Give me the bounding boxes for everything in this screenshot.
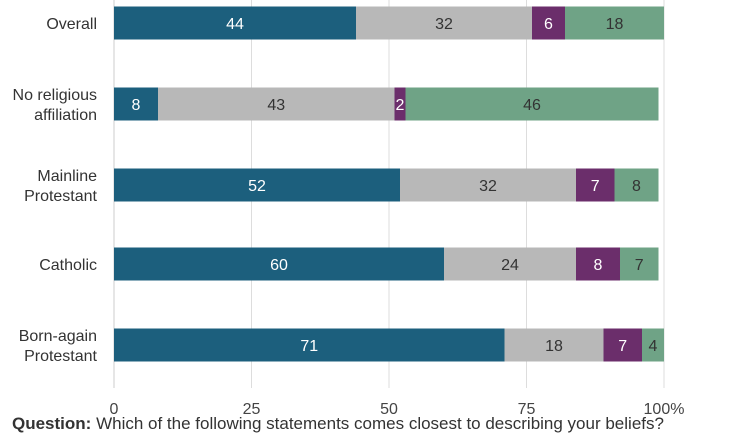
data-label: 32 bbox=[435, 16, 453, 33]
bar-segment bbox=[114, 168, 400, 202]
data-label: 52 bbox=[248, 178, 266, 195]
x-tick-label: 50 bbox=[380, 401, 398, 418]
category-label: No religious bbox=[13, 87, 97, 104]
bar-segment bbox=[576, 247, 620, 281]
data-label: 7 bbox=[635, 257, 644, 274]
category-label: Overall bbox=[46, 16, 97, 33]
x-tick-label: 100% bbox=[644, 401, 685, 418]
x-tick-label: 25 bbox=[243, 401, 261, 418]
data-label: 46 bbox=[523, 97, 541, 114]
question-text: Which of the following statements comes … bbox=[91, 414, 664, 433]
bar-segment bbox=[114, 247, 444, 281]
data-label: 32 bbox=[479, 178, 497, 195]
data-label: 60 bbox=[270, 257, 288, 274]
bar-segment bbox=[356, 6, 532, 40]
bar-segment bbox=[565, 6, 664, 40]
category-label: affiliation bbox=[34, 107, 97, 124]
data-label: 8 bbox=[594, 257, 603, 274]
bar-segment bbox=[444, 247, 576, 281]
x-tick-label: 75 bbox=[518, 401, 536, 418]
x-tick-label: 0 bbox=[110, 401, 119, 418]
bar-segment bbox=[603, 328, 642, 362]
data-label: 18 bbox=[606, 16, 624, 33]
data-label: 18 bbox=[545, 338, 563, 355]
data-label: 4 bbox=[649, 338, 658, 355]
data-label: 71 bbox=[300, 338, 318, 355]
data-label: 8 bbox=[132, 97, 141, 114]
data-label: 43 bbox=[267, 97, 285, 114]
category-label: Mainline bbox=[37, 168, 97, 185]
bar-segment bbox=[158, 87, 395, 121]
bar-segment bbox=[114, 6, 356, 40]
data-label: 44 bbox=[226, 16, 244, 33]
question-label: Question: bbox=[12, 414, 92, 433]
bar-segment bbox=[114, 328, 505, 362]
question-footnote: Question: Which of the following stateme… bbox=[12, 414, 664, 434]
category-label: Born-again bbox=[19, 328, 97, 345]
data-label: 8 bbox=[632, 178, 641, 195]
bar-segment bbox=[532, 6, 565, 40]
category-label: Protestant bbox=[24, 188, 97, 205]
data-label: 2 bbox=[396, 97, 405, 114]
bar-segment bbox=[400, 168, 576, 202]
bar-segment bbox=[620, 247, 659, 281]
data-label: 6 bbox=[544, 16, 553, 33]
bar-segment bbox=[405, 87, 659, 121]
bar-segment bbox=[394, 87, 406, 121]
bar-segment bbox=[114, 87, 158, 121]
data-label: 7 bbox=[591, 178, 600, 195]
bar-segment bbox=[504, 328, 604, 362]
bar-segment bbox=[576, 168, 615, 202]
bar-segment bbox=[614, 168, 659, 202]
data-label: 7 bbox=[618, 338, 627, 355]
category-label: Catholic bbox=[39, 257, 97, 274]
data-label: 24 bbox=[501, 257, 519, 274]
category-label: Protestant bbox=[24, 348, 97, 365]
bar-segment bbox=[642, 328, 664, 362]
